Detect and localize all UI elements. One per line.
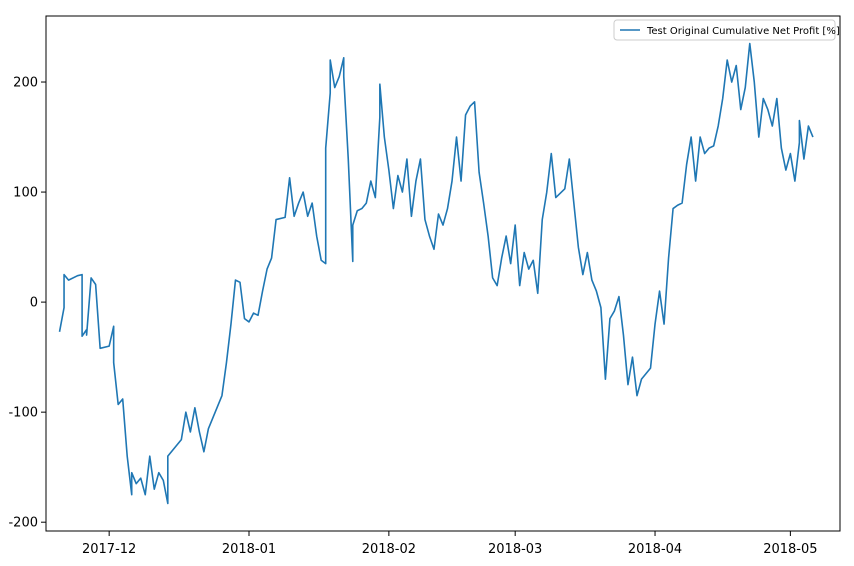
y-tick-label: 100 <box>13 186 38 201</box>
plot-area-frame <box>45 15 841 532</box>
series-layer <box>58 42 814 505</box>
x-tick-label: 2018-02 <box>362 542 416 557</box>
x-tick-label: 2018-04 <box>628 542 682 557</box>
y-axis: 200 100 0 -100 -200 <box>8 76 46 531</box>
y-tick-label: -100 <box>8 406 38 421</box>
y-tick-label: 200 <box>13 76 38 91</box>
legend: Test Original Cumulative Net Profit [%] <box>613 19 840 41</box>
series-line <box>58 42 814 505</box>
x-axis: 2017-12 2018-01 2018-02 2018-03 2018-04 2018-… <box>82 531 818 557</box>
y-tick-label: -200 <box>8 516 38 531</box>
x-tick-label: 2017-12 <box>82 542 136 557</box>
legend-box <box>613 19 836 41</box>
x-tick-label: 2018-03 <box>488 542 542 557</box>
x-tick-label: 2018-05 <box>763 542 817 557</box>
y-tick-label: 0 <box>30 296 38 311</box>
x-tick-label: 2018-01 <box>222 542 276 557</box>
legend-label: Test Original Cumulative Net Profit [%] <box>646 26 840 37</box>
